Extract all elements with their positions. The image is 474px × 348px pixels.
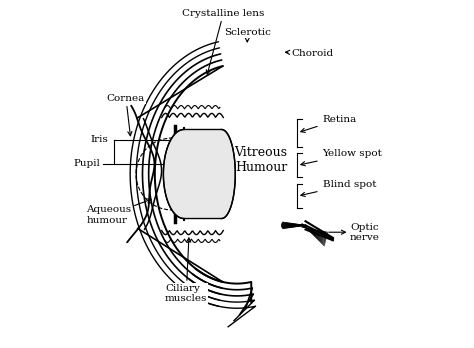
Text: Blind spot: Blind spot [301,180,376,197]
Text: Crystalline lens: Crystalline lens [182,9,264,74]
Text: Aqueous
humour: Aqueous humour [86,199,151,225]
Polygon shape [164,129,235,219]
Text: Yellow spot: Yellow spot [301,149,383,166]
Text: Cornea: Cornea [107,94,145,136]
Text: Choroid: Choroid [285,49,333,57]
Text: Iris: Iris [91,135,109,144]
Text: Sclerotic: Sclerotic [224,28,271,42]
Text: Optic
nerve: Optic nerve [329,222,380,242]
Text: Vitreous
Humour: Vitreous Humour [235,146,287,174]
Text: Pupil: Pupil [73,159,100,168]
Text: Retina: Retina [301,115,357,132]
Text: Ciliary
muscles: Ciliary muscles [165,238,208,303]
